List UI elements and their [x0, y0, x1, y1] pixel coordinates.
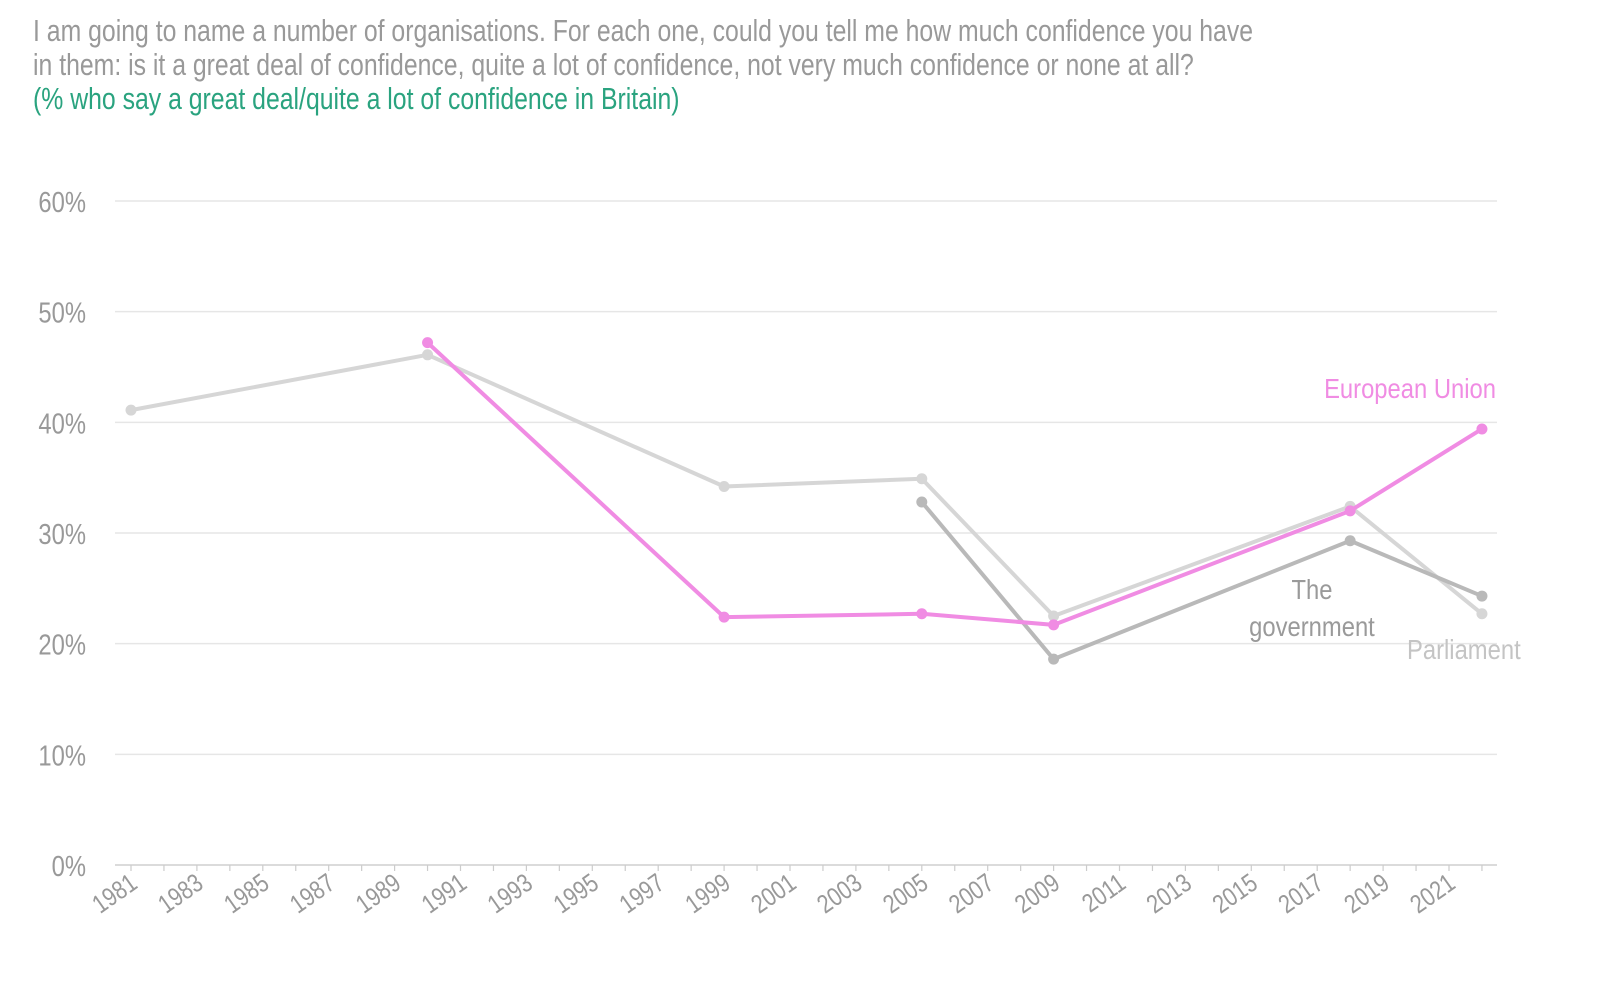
- x-tick-label: 2003: [812, 868, 868, 919]
- data-point: [1048, 653, 1060, 665]
- x-tick-label: 1997: [614, 868, 670, 919]
- x-tick-label: 1985: [219, 868, 275, 919]
- x-tick-label: 2015: [1207, 868, 1263, 919]
- x-tick-label: 1983: [153, 868, 209, 919]
- label-government-line2: government: [1249, 610, 1375, 642]
- x-tick-label: 1991: [416, 868, 472, 919]
- data-point: [1476, 423, 1488, 435]
- x-tick-label: 2011: [1077, 868, 1131, 918]
- x-tick-label: 2021: [1405, 868, 1461, 919]
- label-parliament: Parliament: [1407, 633, 1521, 665]
- data-point: [1344, 505, 1356, 517]
- data-point: [1048, 619, 1060, 631]
- data-point: [916, 473, 928, 485]
- x-tick-label: 1981: [87, 868, 143, 919]
- label-government-line1: The: [1292, 573, 1333, 605]
- title-line-1: I am going to name a number of organisat…: [33, 13, 1254, 48]
- x-tick-label: 2013: [1141, 868, 1197, 919]
- x-tick-label: 1999: [680, 868, 736, 919]
- x-tick-label: 1995: [548, 868, 604, 919]
- label-european-union: European Union: [1324, 372, 1496, 404]
- title-line-2: in them: is it a great deal of confidenc…: [33, 47, 1194, 82]
- data-point: [1048, 610, 1060, 622]
- y-tick-label: 50%: [38, 296, 86, 329]
- y-tick-label: 40%: [38, 407, 86, 440]
- y-tick-label: 0%: [52, 850, 86, 883]
- data-point: [125, 404, 137, 416]
- data-point: [916, 608, 928, 620]
- data-point: [1344, 535, 1356, 547]
- series-line-the-government: [920, 500, 1483, 662]
- data-point: [916, 496, 928, 508]
- data-point: [1476, 608, 1488, 620]
- x-tick-label: 1987: [285, 868, 341, 919]
- x-tick-label: 1989: [351, 868, 407, 919]
- x-tick-label: 2019: [1339, 868, 1395, 919]
- data-point: [718, 481, 730, 493]
- y-tick-label: 60%: [38, 186, 86, 219]
- x-tick-label: 2005: [878, 868, 934, 919]
- series-line-parliament: [130, 352, 1484, 618]
- data-point: [1476, 590, 1488, 602]
- y-tick-label: 30%: [38, 518, 86, 551]
- x-tick-label: 1993: [482, 868, 538, 919]
- x-tick-label: 2017: [1273, 868, 1329, 919]
- x-tick-label: 2007: [944, 868, 1000, 919]
- data-point: [718, 611, 730, 623]
- y-tick-label: 20%: [38, 628, 86, 661]
- chart-title: I am going to name a number of organisat…: [33, 14, 1489, 116]
- series-line-european-union: [426, 341, 1484, 627]
- data-point: [422, 337, 434, 349]
- x-tick-label: 2001: [746, 868, 802, 919]
- y-tick-label: 10%: [38, 739, 86, 772]
- chart-subtitle: (% who say a great deal/quite a lot of c…: [33, 81, 680, 116]
- data-point: [422, 349, 434, 361]
- x-tick-label: 2009: [1010, 868, 1066, 919]
